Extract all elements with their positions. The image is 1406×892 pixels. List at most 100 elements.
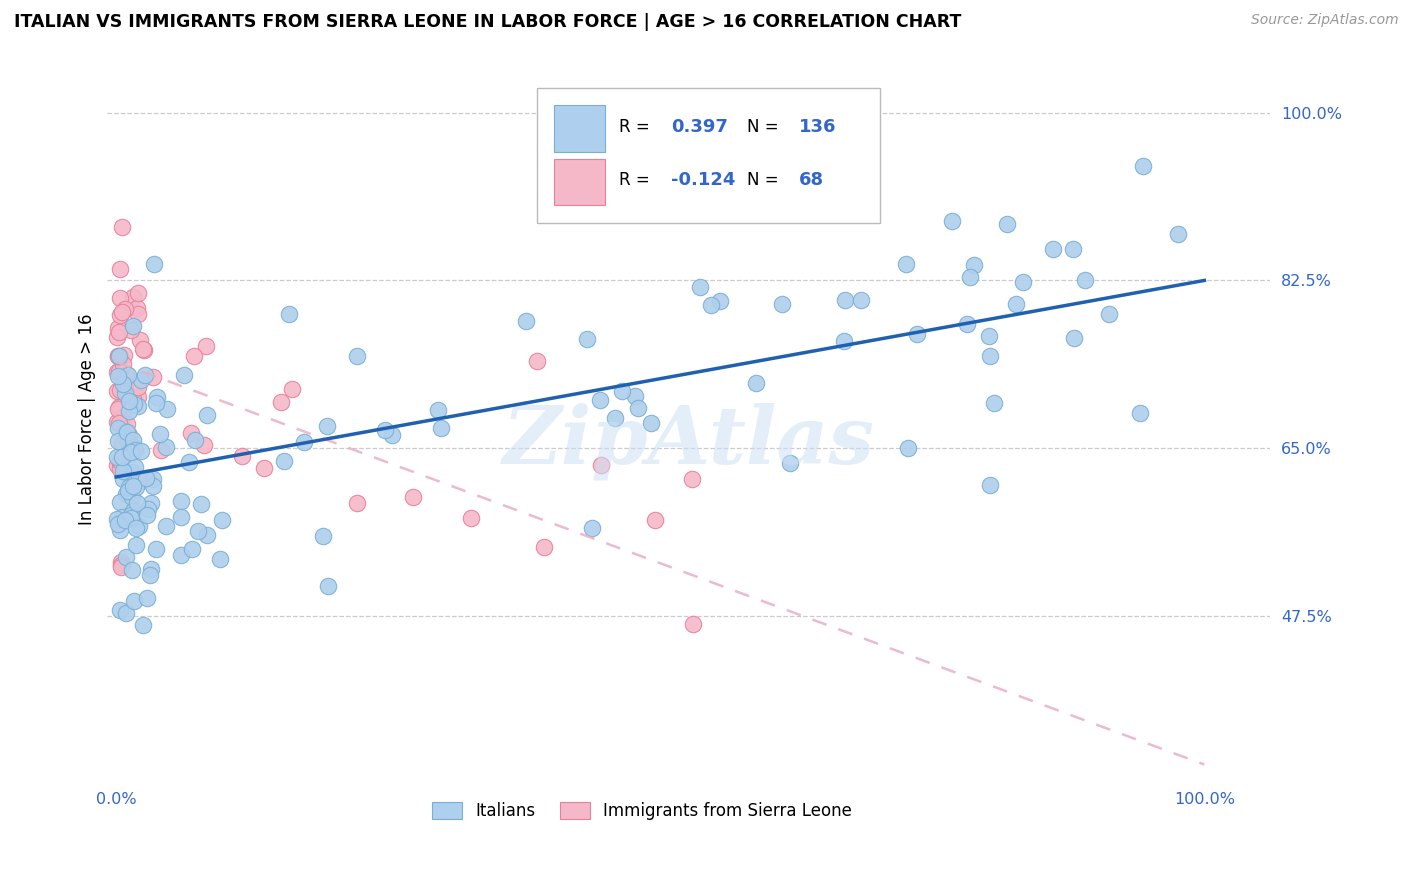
Point <box>125 521 148 535</box>
Point <box>277 307 299 321</box>
Point <box>118 480 141 494</box>
Y-axis label: In Labor Force | Age > 16: In Labor Force | Age > 16 <box>79 314 96 525</box>
Point <box>121 564 143 578</box>
Point <box>105 330 128 344</box>
Point <box>170 548 193 562</box>
Point <box>125 538 148 552</box>
Point <box>146 390 169 404</box>
Point <box>111 376 134 391</box>
Point <box>114 301 136 316</box>
Point <box>624 389 647 403</box>
Point <box>779 456 801 470</box>
Point <box>281 382 304 396</box>
Point <box>316 419 339 434</box>
Point <box>135 471 157 485</box>
Point <box>108 291 131 305</box>
Point <box>709 293 731 308</box>
Point <box>460 511 482 525</box>
Point <box>121 479 143 493</box>
Point <box>122 440 145 454</box>
Point <box>138 501 160 516</box>
Point <box>292 435 315 450</box>
Point <box>959 269 981 284</box>
Point <box>108 602 131 616</box>
Point <box>121 289 143 303</box>
Point <box>117 368 139 382</box>
Point <box>114 381 136 395</box>
Point <box>107 349 129 363</box>
Point <box>142 479 165 493</box>
Point <box>118 404 141 418</box>
Point <box>177 455 200 469</box>
Point <box>381 428 404 442</box>
Point <box>120 439 142 453</box>
Point <box>108 453 131 467</box>
Point <box>170 494 193 508</box>
Point <box>374 423 396 437</box>
Point <box>110 555 132 569</box>
Point <box>1062 243 1084 257</box>
Point <box>107 401 129 416</box>
Point <box>316 579 339 593</box>
Point <box>894 257 917 271</box>
Point <box>114 549 136 564</box>
Point <box>979 349 1001 363</box>
Point <box>115 417 138 431</box>
Point <box>112 464 135 478</box>
Point <box>346 349 368 363</box>
Point <box>832 334 855 348</box>
Point <box>429 421 451 435</box>
Text: R =: R = <box>619 171 650 189</box>
Point <box>700 297 723 311</box>
Point <box>142 257 165 271</box>
Point <box>149 426 172 441</box>
Point <box>122 392 145 406</box>
Point <box>346 496 368 510</box>
Point <box>142 369 165 384</box>
Point <box>120 508 142 523</box>
FancyBboxPatch shape <box>554 159 605 205</box>
Point <box>681 472 703 486</box>
Point <box>107 420 129 434</box>
Point <box>108 383 131 397</box>
Point <box>120 510 142 524</box>
Point <box>195 528 218 542</box>
Point <box>120 477 142 491</box>
Point <box>108 325 131 339</box>
Text: 136: 136 <box>799 118 837 136</box>
Point <box>129 333 152 347</box>
Point <box>1129 406 1152 420</box>
Point <box>127 380 149 394</box>
Point <box>122 504 145 518</box>
Point <box>897 441 920 455</box>
Point <box>136 508 159 523</box>
Point <box>195 409 218 423</box>
Point <box>253 461 276 475</box>
Text: 0.397: 0.397 <box>671 118 728 136</box>
Point <box>127 496 149 510</box>
Point <box>124 442 146 457</box>
Point <box>231 449 253 463</box>
Point <box>640 416 662 430</box>
Point <box>1012 275 1035 289</box>
Point <box>139 495 162 509</box>
Point <box>744 376 766 390</box>
Point <box>105 365 128 379</box>
Point <box>169 510 191 524</box>
Point <box>129 443 152 458</box>
Point <box>115 486 138 500</box>
Point <box>907 327 929 342</box>
Point <box>108 462 131 476</box>
Point <box>770 297 793 311</box>
Point <box>117 434 139 448</box>
Point <box>105 415 128 429</box>
Point <box>184 434 207 448</box>
Point <box>114 386 136 401</box>
Point <box>127 399 149 413</box>
Point <box>110 560 132 574</box>
Point <box>180 542 202 557</box>
Point <box>124 397 146 411</box>
Point <box>132 343 155 357</box>
Point <box>127 307 149 321</box>
Point <box>129 474 152 488</box>
